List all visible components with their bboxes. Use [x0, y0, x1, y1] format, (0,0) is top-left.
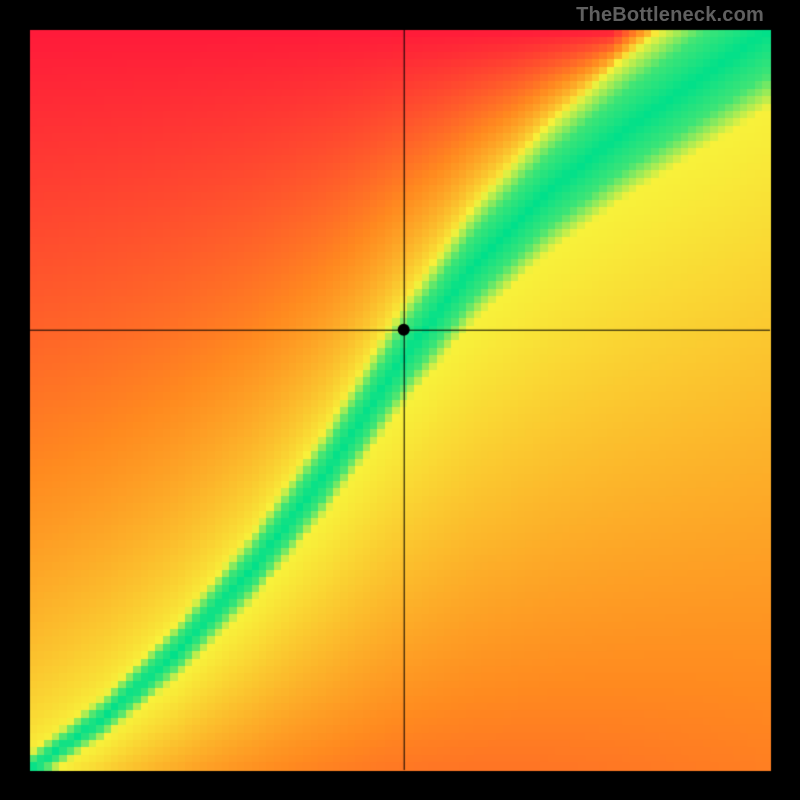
chart-container: TheBottleneck.com — [0, 0, 800, 800]
attribution-label: TheBottleneck.com — [576, 4, 764, 27]
bottleneck-heatmap — [0, 0, 800, 800]
